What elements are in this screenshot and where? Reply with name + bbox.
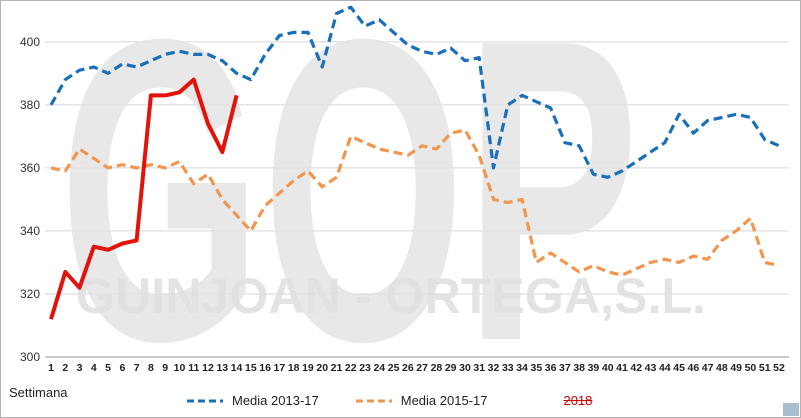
legend-item-media-2013-17: Media 2013-17 xyxy=(186,393,319,408)
x-tick-label: 50 xyxy=(745,362,757,374)
x-tick-label: 44 xyxy=(659,362,671,374)
y-tick-label: 300 xyxy=(20,350,40,364)
x-tick-label: 4 xyxy=(91,362,97,374)
x-tick-label: 1 xyxy=(48,362,54,374)
x-tick-label: 29 xyxy=(445,362,457,374)
y-tick-label: 380 xyxy=(20,98,40,112)
x-tick-label: 18 xyxy=(288,362,300,374)
x-tick-label: 11 xyxy=(188,362,199,374)
x-tick-label: 40 xyxy=(602,362,614,374)
x-tick-label: 17 xyxy=(274,362,286,374)
watermark-text-small: GUINJOAN - ORTEGA,S.L. xyxy=(76,268,706,324)
legend-item-2018: 2018 xyxy=(563,393,592,408)
x-tick-label: 14 xyxy=(231,362,243,374)
dashed-line-sample-blue-icon xyxy=(187,399,223,402)
x-tick-label: 45 xyxy=(673,362,685,374)
x-tick-label: 10 xyxy=(174,362,186,374)
series-line-media-2013-17 xyxy=(49,5,780,179)
x-tick-label: 41 xyxy=(616,362,628,374)
x-tick-label: 21 xyxy=(331,362,343,374)
x-tick-label: 38 xyxy=(573,362,585,374)
x-tick-label: 49 xyxy=(730,362,742,374)
x-tick-label: 39 xyxy=(588,362,600,374)
x-tick-label: 36 xyxy=(545,362,557,374)
legend-item-media-2015-17: Media 2015-17 xyxy=(355,393,488,408)
series-line-2018 xyxy=(49,77,239,320)
x-tick-label: 32 xyxy=(488,362,500,374)
x-tick-label: 2 xyxy=(62,362,68,374)
x-tick-label: 46 xyxy=(688,362,700,374)
x-tick-label: 9 xyxy=(162,362,168,374)
legend-label-media-2013-17: Media 2013-17 xyxy=(232,393,319,408)
x-tick-label: 27 xyxy=(416,362,428,374)
legend-label-media-2015-17: Media 2015-17 xyxy=(400,393,488,408)
x-tick-label: 33 xyxy=(502,362,514,374)
x-tick-label: 37 xyxy=(559,362,571,374)
legend-label-2018: 2018 xyxy=(563,393,593,408)
x-tick-label: 16 xyxy=(259,362,271,374)
x-tick-label: 7 xyxy=(134,362,140,374)
x-tick-label: 31 xyxy=(473,362,485,374)
x-tick-label: 42 xyxy=(630,362,642,374)
dashed-line-sample-orange-icon xyxy=(355,399,392,402)
x-tick-label: 5 xyxy=(105,362,111,374)
x-tick-label: 48 xyxy=(716,362,728,374)
chart-footer: Settimana Media 2013-17 Media 2015-17 20… xyxy=(1,381,800,417)
x-tick-label: 35 xyxy=(530,362,542,374)
x-tick-label: 30 xyxy=(459,362,471,374)
series-line-media-2015-17 xyxy=(50,128,780,277)
y-tick-label: 320 xyxy=(20,287,40,301)
x-tick-label: 25 xyxy=(388,362,400,374)
x-tick-label: 51 xyxy=(759,362,771,374)
x-tick-label: 43 xyxy=(645,362,657,374)
x-tick-label: 52 xyxy=(773,362,785,374)
watermark-text-large: GOP xyxy=(59,1,639,381)
x-tick-label: 12 xyxy=(202,362,214,374)
x-tick-label: 20 xyxy=(316,362,328,374)
x-tick-label: 8 xyxy=(148,362,154,374)
legend: Media 2013-17 Media 2015-17 2018 xyxy=(186,393,592,408)
window-corner-box xyxy=(783,403,799,416)
y-tick-label: 400 xyxy=(20,35,40,49)
x-tick-label: 13 xyxy=(216,362,228,374)
x-tick-label: 47 xyxy=(702,362,714,374)
x-tick-label: 23 xyxy=(359,362,371,374)
x-tick-label: 28 xyxy=(431,362,443,374)
x-tick-label: 22 xyxy=(345,362,357,374)
x-tick-label: 15 xyxy=(245,362,257,374)
x-tick-label: 26 xyxy=(402,362,414,374)
x-axis-title: Settimana xyxy=(9,385,68,400)
x-tick-label: 34 xyxy=(516,362,528,374)
x-tick-label: 3 xyxy=(77,362,83,374)
x-tick-label: 19 xyxy=(302,362,314,374)
x-tick-label: 6 xyxy=(119,362,125,374)
x-tick-label: 24 xyxy=(373,362,385,374)
y-tick-label: 360 xyxy=(20,161,40,175)
y-tick-label: 340 xyxy=(20,224,40,238)
